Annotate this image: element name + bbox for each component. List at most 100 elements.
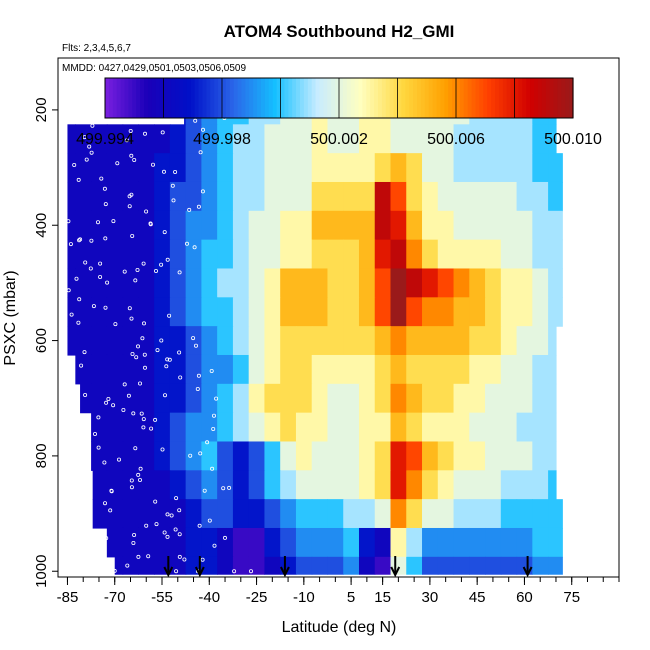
colorbar-segment (491, 78, 496, 118)
mmdd-note: MMDD: 0427,0429,0501,0503,0506,0509 (62, 63, 246, 74)
heatmap-cell (280, 354, 297, 385)
colorbar-segment (331, 78, 336, 118)
heatmap-cell (390, 412, 407, 443)
heatmap-cell (185, 153, 202, 183)
heatmap-cell (358, 153, 376, 183)
heatmap-cell (232, 470, 250, 500)
colorbar-segment (257, 78, 262, 118)
colorbar-segment (163, 78, 168, 118)
colorbar-segment (167, 78, 172, 118)
heatmap-cell (75, 326, 92, 356)
heatmap-cell (122, 441, 139, 471)
obs-dot (117, 457, 122, 462)
colorbar-segment (502, 78, 508, 118)
heatmap-cell (358, 354, 376, 385)
heatmap-cell (232, 239, 250, 270)
colorbar-segment (495, 78, 500, 118)
heatmap-cell (327, 499, 344, 529)
colorbar-segment (569, 78, 574, 118)
heatmap-cell (106, 499, 124, 529)
colorbar-segment (339, 78, 344, 118)
colorbar-segment (498, 78, 504, 118)
heatmap-cell (154, 470, 171, 500)
heatmap-cell (343, 124, 360, 154)
heatmap-cell (500, 239, 518, 270)
heatmap-cell (485, 441, 502, 471)
obs-dot (103, 202, 108, 207)
heatmap-cell (217, 210, 234, 241)
obs-dot (153, 499, 158, 504)
heatmap-cell (422, 153, 439, 183)
colorbar-segment (436, 78, 441, 118)
heatmap-cell (232, 297, 250, 327)
colorbar-segment (409, 78, 414, 118)
colorbar-segment (303, 78, 309, 118)
heatmap-cell (327, 470, 344, 500)
heatmap-cell (295, 470, 313, 500)
heatmap-cell (406, 124, 423, 154)
y-tick-label: 200 (33, 97, 50, 122)
y-tick-label: 600 (33, 328, 50, 353)
heatmap-cell (114, 556, 124, 575)
heatmap-cell (154, 153, 171, 183)
heatmap-cell (390, 153, 407, 183)
heatmap-cell (248, 412, 266, 443)
heatmap-cell (280, 297, 297, 327)
heatmap-cell (311, 556, 329, 575)
colorbar-segment (190, 78, 196, 118)
heatmap-cell (169, 441, 187, 471)
x-axis: -85 -70 -55 -40 -25 -10 5 15 30 45 60 75 (57, 577, 620, 606)
x-tick-label: 15 (374, 589, 391, 606)
colorbar-segment (463, 78, 469, 118)
heatmap-cell (358, 210, 376, 241)
heatmap-cell (469, 527, 486, 558)
colorbar-segment (237, 78, 243, 118)
colorbar-segment (428, 78, 434, 118)
heatmap-cell (185, 412, 202, 443)
colorbar-segment (405, 78, 410, 118)
heatmap-cell (248, 527, 266, 558)
heatmap-cell (264, 297, 281, 327)
colorbar-segment (440, 78, 445, 118)
heatmap-cell (295, 412, 313, 443)
heatmap-cell (485, 527, 502, 558)
heatmap-cell (532, 412, 549, 443)
obs-dot (106, 396, 111, 401)
heatmap-cell (532, 181, 549, 212)
heatmap-cell (264, 210, 281, 241)
heatmap-cell (75, 354, 92, 385)
obs-dot (248, 569, 253, 574)
x-tick-label: -85 (57, 589, 79, 606)
heatmap-cell (548, 326, 557, 356)
heatmap-cell (422, 354, 439, 385)
heatmap-cell (248, 210, 266, 241)
colorbar-segment (346, 78, 352, 118)
heatmap-cell (343, 268, 360, 298)
heatmap-cell (327, 239, 344, 270)
heatmap-cell (201, 470, 218, 500)
colorbar-segment (116, 78, 122, 118)
obs-dot (124, 138, 129, 143)
obs-dot (133, 278, 138, 283)
obs-dot (83, 392, 88, 397)
heatmap-cell (106, 153, 124, 183)
heatmap-cell (358, 124, 376, 154)
obs-dot (142, 365, 147, 370)
heatmap-cell (311, 441, 329, 471)
obs-dot (155, 348, 160, 353)
heatmap-cell (154, 383, 171, 414)
heatmap-cell (532, 354, 549, 385)
heatmap-cell (280, 239, 297, 270)
heatmap-cell (311, 210, 329, 241)
heatmap-cell (311, 153, 329, 183)
obs-dot (165, 257, 170, 262)
heatmap-cell (406, 499, 423, 529)
heatmap-cell (138, 354, 155, 385)
flight-arrows (163, 556, 533, 578)
heatmap-cell (548, 297, 563, 327)
colorbar-segment (549, 78, 555, 118)
heatmap-cell (469, 153, 486, 183)
heatmap-cell (343, 556, 360, 575)
obs-dot (99, 176, 104, 181)
obs-dot (193, 118, 198, 123)
